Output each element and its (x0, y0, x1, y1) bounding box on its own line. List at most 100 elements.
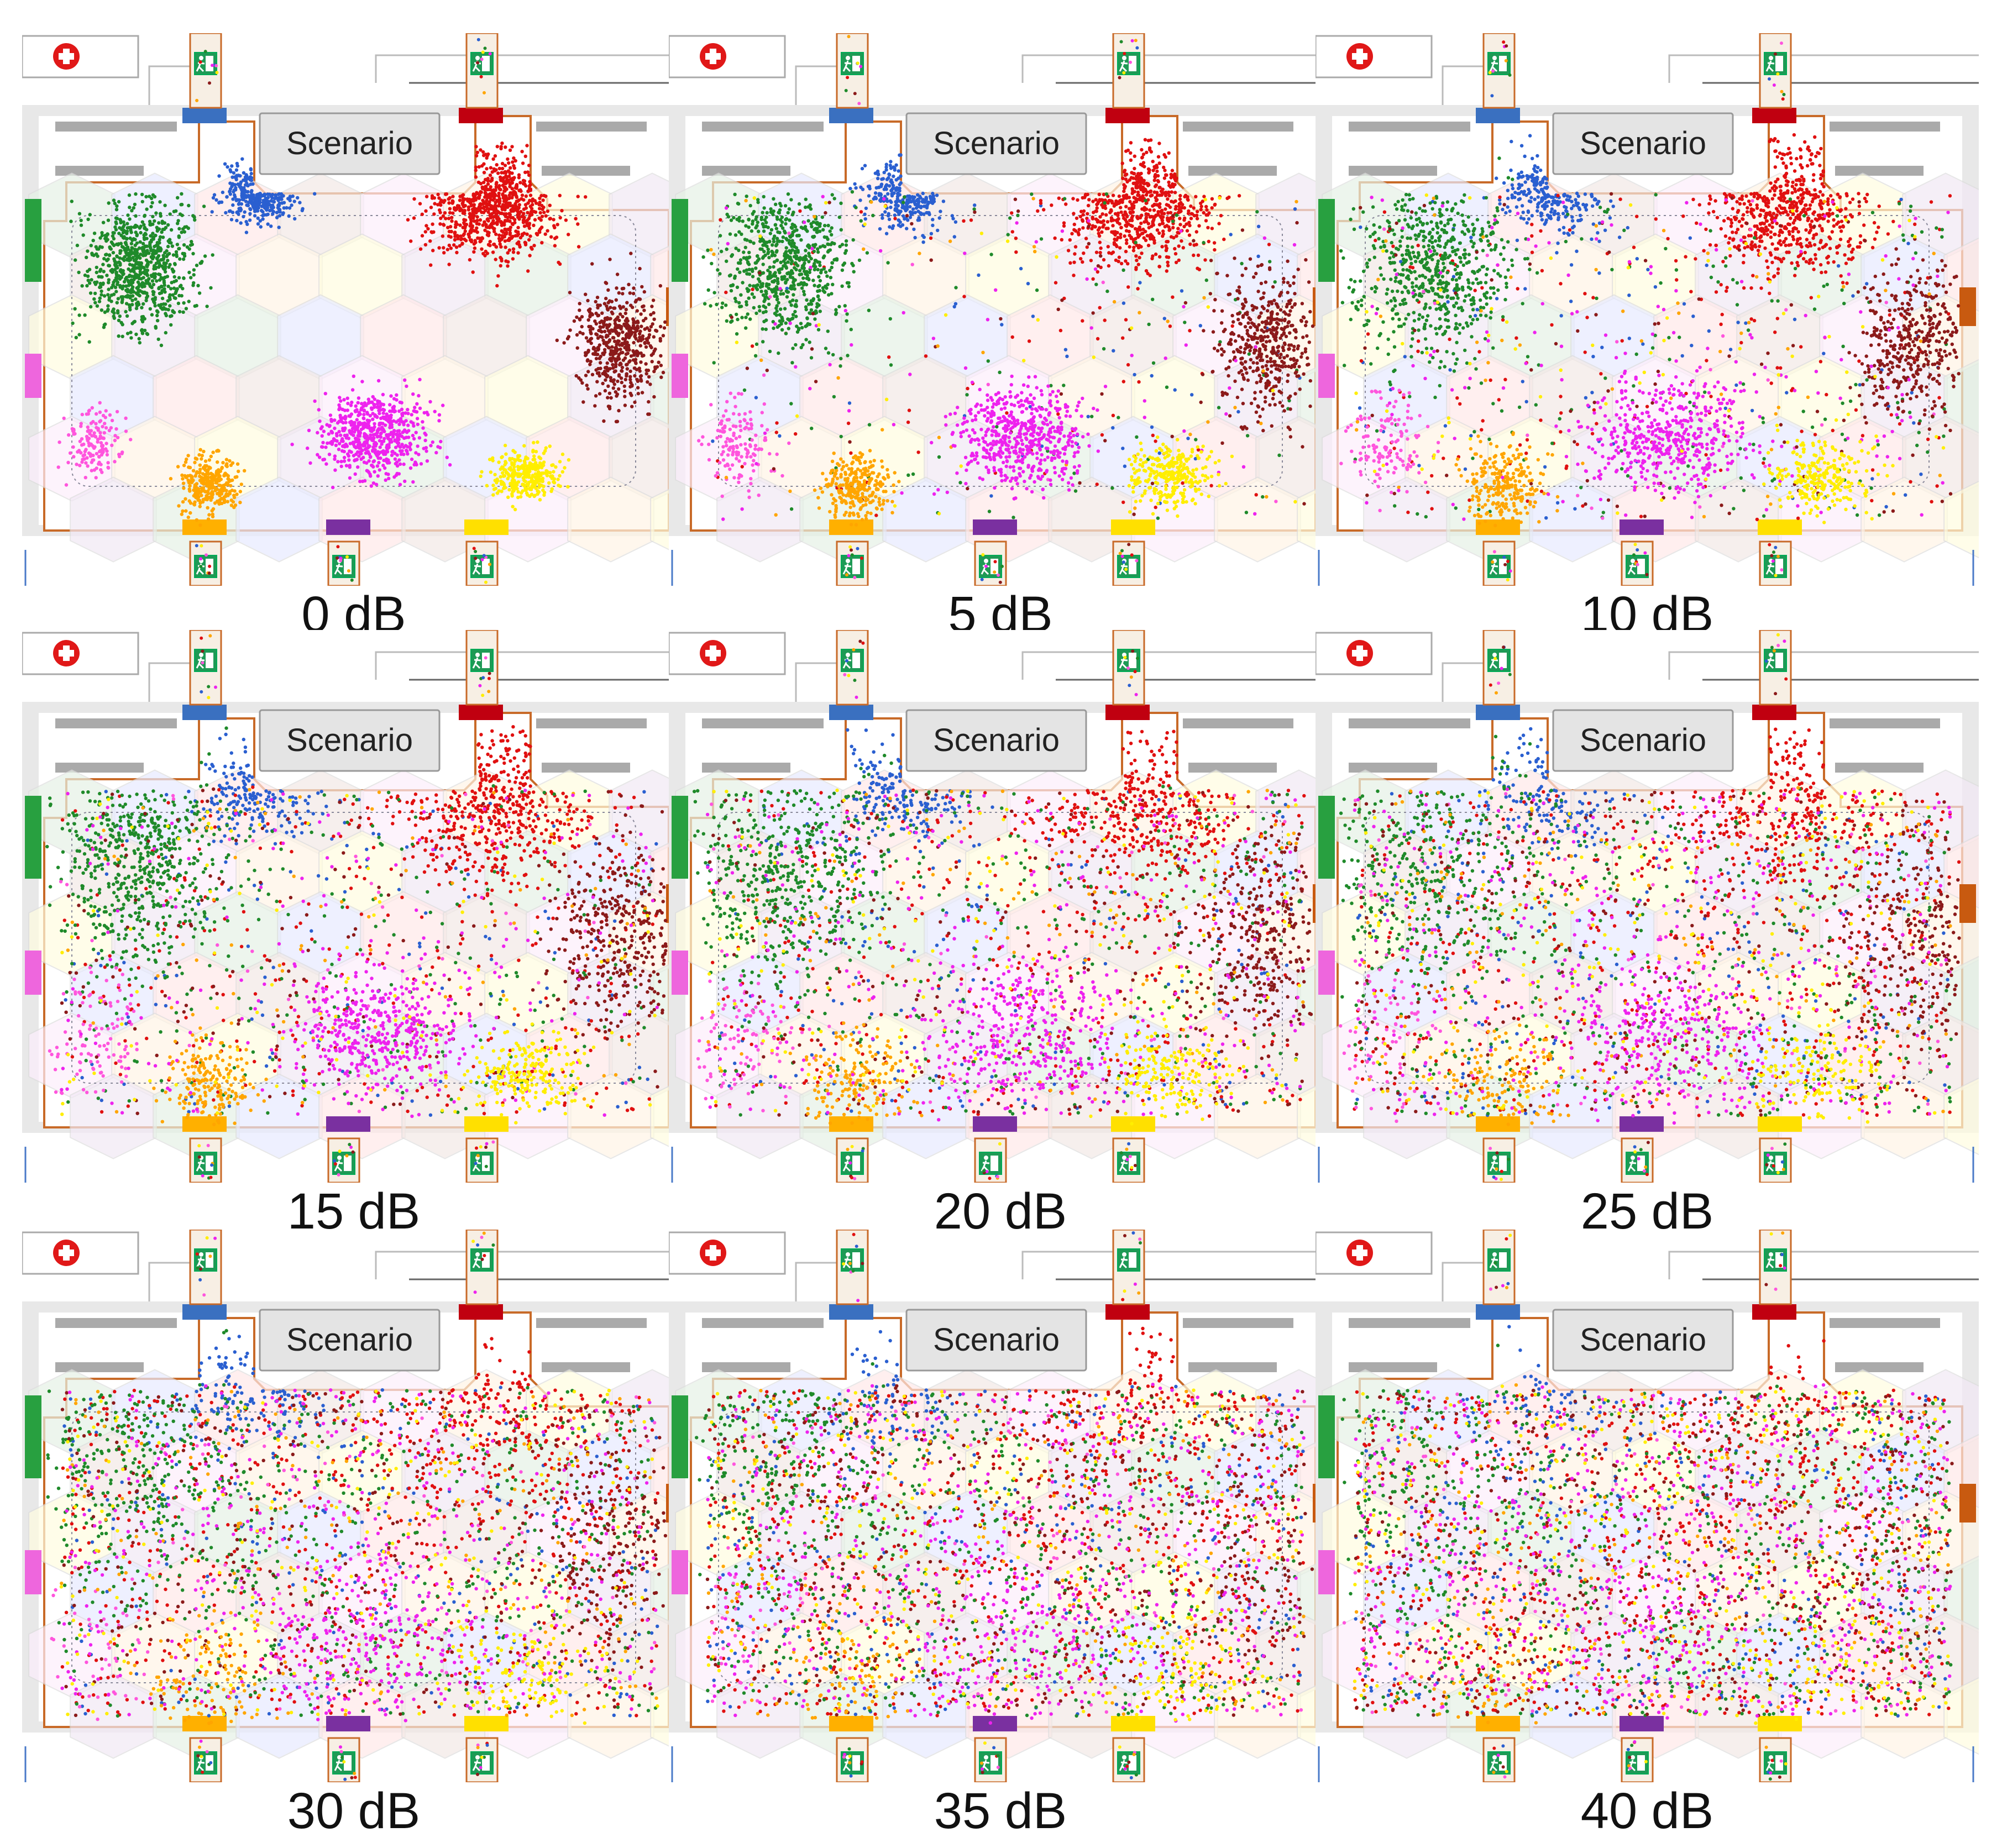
pedestrian-dot (539, 484, 543, 487)
pedestrian-dot (116, 311, 120, 315)
pedestrian-dot (148, 307, 152, 311)
pedestrian-dot (1194, 243, 1198, 246)
pedestrian-dot (439, 439, 443, 444)
pedestrian-dot (568, 291, 572, 295)
pedestrian-dot (221, 461, 225, 465)
pedestrian-dot (226, 492, 229, 496)
pedestrian-dot (147, 251, 151, 255)
pedestrian-dot (258, 191, 262, 196)
pedestrian-dot (129, 252, 133, 256)
pedestrian-dot (584, 195, 588, 199)
pedestrian-dot (941, 200, 946, 203)
pedestrian-dot (100, 470, 104, 474)
pedestrian-dot (488, 458, 492, 461)
pedestrian-dot (209, 286, 213, 290)
pedestrian-dot (263, 213, 266, 217)
pedestrian-dot (182, 301, 186, 305)
pedestrian-dot (937, 216, 941, 220)
pedestrian-dot (1114, 201, 1118, 204)
pedestrian-dot (627, 282, 631, 286)
pedestrian-dot (384, 417, 388, 421)
pedestrian-dot (160, 307, 164, 311)
pedestrian-dot (431, 440, 434, 444)
pedestrian-dot (306, 446, 310, 450)
pedestrian-dot (1097, 192, 1101, 196)
pedestrian-dot (138, 256, 142, 260)
pedestrian-dot (79, 223, 83, 227)
pedestrian-dot (619, 306, 623, 310)
pedestrian-dot (526, 269, 530, 273)
pedestrian-dot (345, 408, 349, 412)
pedestrian-dot (1082, 209, 1086, 213)
exit-gate (459, 108, 503, 123)
pedestrian-dot (512, 479, 516, 482)
pedestrian-dot (1171, 174, 1175, 178)
pedestrian-dot (566, 485, 570, 489)
pedestrian-dot (1161, 215, 1165, 219)
pedestrian-dot (339, 460, 343, 464)
pedestrian-dot (610, 356, 614, 360)
pedestrian-dot (139, 230, 143, 235)
pedestrian-dot (124, 429, 128, 433)
pedestrian-dot (502, 221, 506, 225)
pedestrian-dot (156, 254, 161, 258)
pedestrian-dot (362, 412, 366, 417)
pedestrian-dot (1106, 201, 1110, 205)
pedestrian-dot (924, 198, 928, 202)
pedestrian-dot (406, 445, 410, 449)
pedestrian-dot (233, 183, 237, 187)
pedestrian-dot (491, 250, 495, 254)
pedestrian-dot (966, 386, 969, 391)
pedestrian-dot (898, 199, 902, 203)
pedestrian-dot (234, 168, 239, 172)
pedestrian-dot (140, 332, 145, 335)
pedestrian-dot (522, 484, 526, 487)
pedestrian-dot (495, 221, 499, 225)
pedestrian-dot (177, 293, 181, 298)
pedestrian-dot (1194, 195, 1198, 198)
pedestrian-dot (524, 206, 528, 210)
pedestrian-dot (1119, 233, 1123, 237)
pedestrian-dot (1094, 217, 1098, 221)
pedestrian-dot (548, 217, 552, 221)
pedestrian-dot (471, 199, 475, 203)
pedestrian-dot (1094, 209, 1098, 213)
pedestrian-dot (138, 270, 142, 274)
pedestrian-dot (1180, 239, 1183, 243)
pedestrian-dot (404, 419, 408, 423)
pedestrian-dot (1098, 198, 1102, 202)
pedestrian-dot (504, 486, 507, 490)
pedestrian-dot (88, 213, 92, 217)
pedestrian-dot (550, 463, 554, 468)
pedestrian-dot (977, 273, 981, 277)
pedestrian-dot (519, 189, 523, 193)
pedestrian-dot (596, 303, 600, 307)
pedestrian-dot (198, 505, 202, 508)
pedestrian-dot (165, 275, 170, 279)
pedestrian-dot (106, 218, 111, 222)
pedestrian-dot (114, 220, 118, 224)
pedestrian-dot (634, 298, 638, 302)
pedestrian-dot (224, 458, 229, 461)
pedestrian-dot (500, 229, 504, 233)
pedestrian-dot (594, 322, 599, 326)
pedestrian-dot (585, 359, 589, 363)
pedestrian-dot (494, 232, 498, 237)
pedestrian-dot (378, 445, 382, 449)
pedestrian-dot (891, 224, 895, 228)
pedestrian-dot (347, 569, 350, 573)
pedestrian-dot (541, 198, 545, 202)
pedestrian-dot (1111, 193, 1115, 197)
pedestrian-dot (1150, 374, 1154, 378)
pedestrian-dot (102, 323, 106, 327)
pedestrian-dot (238, 501, 242, 505)
pedestrian-dot (1166, 219, 1171, 223)
pedestrian-dot (418, 247, 423, 251)
pedestrian-dot (107, 428, 112, 433)
pedestrian-dot (893, 166, 897, 170)
pedestrian-dot (1170, 169, 1175, 172)
pedestrian-dot (499, 145, 503, 149)
pedestrian-dot (398, 482, 402, 486)
pedestrian-dot (99, 293, 103, 297)
pedestrian-dot (532, 223, 536, 227)
